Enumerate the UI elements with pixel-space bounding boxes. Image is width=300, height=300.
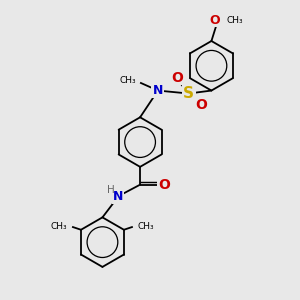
Text: S: S xyxy=(183,86,194,101)
Text: N: N xyxy=(113,190,124,203)
Text: CH₃: CH₃ xyxy=(50,222,67,231)
Text: CH₃: CH₃ xyxy=(119,76,136,85)
Text: CH₃: CH₃ xyxy=(138,222,154,231)
Text: N: N xyxy=(153,84,163,97)
Text: CH₃: CH₃ xyxy=(226,16,243,25)
Text: O: O xyxy=(196,98,208,112)
Text: O: O xyxy=(158,178,170,192)
Text: O: O xyxy=(171,71,183,85)
Text: H: H xyxy=(107,184,115,195)
Text: O: O xyxy=(209,14,220,27)
